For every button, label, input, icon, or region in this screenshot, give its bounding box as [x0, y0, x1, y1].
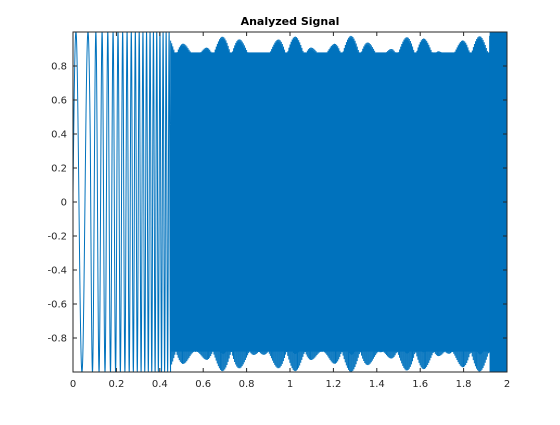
x-tick-label: 2 [504, 379, 510, 390]
y-tick-label: -0.2 [47, 232, 67, 243]
y-tick-label: 0.8 [51, 62, 67, 73]
y-tick-label: 0 [61, 198, 67, 209]
x-tick-label: 0.6 [195, 379, 211, 390]
x-tick-label: 1.2 [325, 379, 341, 390]
y-tick-label: 0.2 [51, 164, 67, 175]
signal-series [73, 32, 507, 372]
x-tick-label: 0.8 [239, 379, 255, 390]
x-tick-label: 0.4 [152, 379, 168, 390]
chart-title: Analyzed Signal [241, 15, 340, 28]
y-tick-label: 0.4 [51, 130, 67, 141]
y-tick-label: -0.4 [47, 266, 67, 277]
x-tick-label: 1.4 [369, 379, 385, 390]
y-tick-label: -0.6 [47, 300, 67, 311]
x-tick-label: 1 [287, 379, 293, 390]
signal-dense-band-end [489, 32, 507, 372]
x-tick-label: 0 [70, 379, 76, 390]
signal-dense-band [170, 52, 490, 352]
y-tick-label: -0.8 [47, 334, 67, 345]
x-tick-label: 0.2 [108, 379, 124, 390]
y-tick-label: 0.6 [51, 96, 67, 107]
x-tick-label: 1.6 [412, 379, 428, 390]
x-tick-label: 1.8 [456, 379, 472, 390]
y-axis: 0.8 0.6 0.4 0.2 0 -0.2 -0.4 -0.6 -0.8 [47, 62, 507, 345]
x-axis: 0 0.2 0.4 0.6 0.8 1 1.2 1.4 1.6 1.8 2 [70, 32, 510, 390]
